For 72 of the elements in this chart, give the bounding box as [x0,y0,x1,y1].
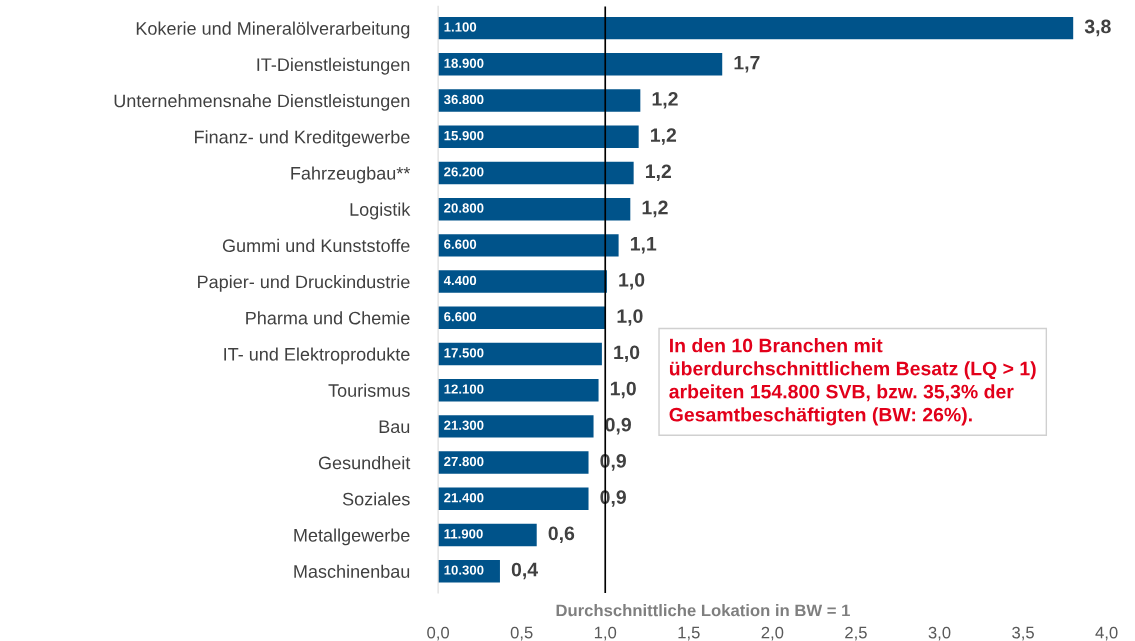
y-tick-label: Gesundheit [318,456,411,470]
annotation: In den 10 Branchen mit überdurchschnittlichem Besatz (LQ > 1) arbeiten 154.800 SVB, bzw. 35,3% der Gesamtbeschäftigten (BW: 26%). [669,338,1036,426]
bar [438,234,619,257]
annotation: 11.900 [444,529,483,539]
data-label: 1,2 [652,91,678,109]
annotation: 17.500 [444,348,484,358]
x-tick-label: 1,5 [678,626,700,641]
annotation: 18.900 [444,58,484,68]
bar [438,451,589,474]
annotation: 27.800 [444,456,484,467]
y-tick-label: Pharma und Chemie [246,311,410,325]
x-tick-label: 1,0 [594,626,617,641]
bar [438,306,606,329]
y-tick-label: Fahrzeugbau** [291,166,411,184]
data-label: 1,0 [610,381,636,399]
data-label: 1,2 [651,128,677,145]
annotation: 21.400 [444,492,484,503]
bar [438,342,602,366]
y-tick-label: Kokerie und Mineralölverarbeitung [136,21,410,39]
x-tick-label: 0,5 [510,626,533,641]
data-label: 0,6 [548,526,575,544]
annotation: 1.100 [444,22,477,32]
y-tick-label: IT-Dienstleistungen [257,57,410,75]
bar [438,487,589,511]
annotation: 12.100 [444,384,484,394]
y-tick-label: IT- und Elektroprodukte [224,347,410,365]
data-label: 0,4 [511,562,538,580]
annotation: 20.800 [444,203,484,213]
bar [438,53,723,76]
x-tick-label: 3,5 [1012,626,1034,641]
y-tick-label: Papier- und Druckindustrie [198,275,410,292]
x-tick-label: 4,0 [1095,626,1118,641]
annotation: 10.300 [444,565,484,575]
bar [438,197,631,221]
y-tick-label: Bau [379,420,410,434]
annotation: 36.800 [443,94,484,105]
annotation: 26.200 [444,167,484,177]
bar [438,270,607,293]
ref-line-label: Durchschnittliche Lokation in BW = 1 [556,604,850,617]
annotation: 6.600 [444,311,477,322]
data-label: 1,0 [619,273,645,290]
y-tick-label: Unternehmensnahe Dienstleistungen [114,94,410,111]
bar [438,16,1074,40]
annotation: 15.900 [444,130,484,141]
x-tick-label: 2,0 [761,626,784,641]
annotation: 6.600 [444,239,477,249]
y-tick-label: Maschinenbau [294,564,410,578]
bar [438,161,634,185]
x-tick-label: 2,5 [845,626,867,641]
data-label: 1,1 [630,237,657,254]
y-tick-label: Gummi und Kunststoffe [222,238,410,253]
annotation: 4.400 [443,275,477,286]
data-label: 1,2 [642,200,668,218]
data-label: 1,0 [614,345,640,363]
data-label: 1,2 [645,164,672,181]
y-tick-label: Soziales [342,492,410,506]
bar [438,89,641,112]
bar [438,378,599,402]
x-tick-label: 3,0 [928,626,951,641]
bar [438,523,537,547]
y-tick-label: Metallgewerbe [294,528,410,546]
data-label: 1,7 [734,55,760,73]
y-tick-label: Finanz- und Kreditgewerbe [195,130,410,148]
annotation: 21.300 [444,420,484,430]
data-label: 0,9 [605,417,631,435]
bar [438,125,639,148]
data-label: 3,8 [1084,19,1111,37]
data-label: 1,0 [617,309,643,326]
y-tick-label: Logistik [350,202,411,220]
x-tick-label: 0,0 [427,626,450,641]
y-tick-label: Tourismus [328,383,410,397]
bar [438,415,594,438]
